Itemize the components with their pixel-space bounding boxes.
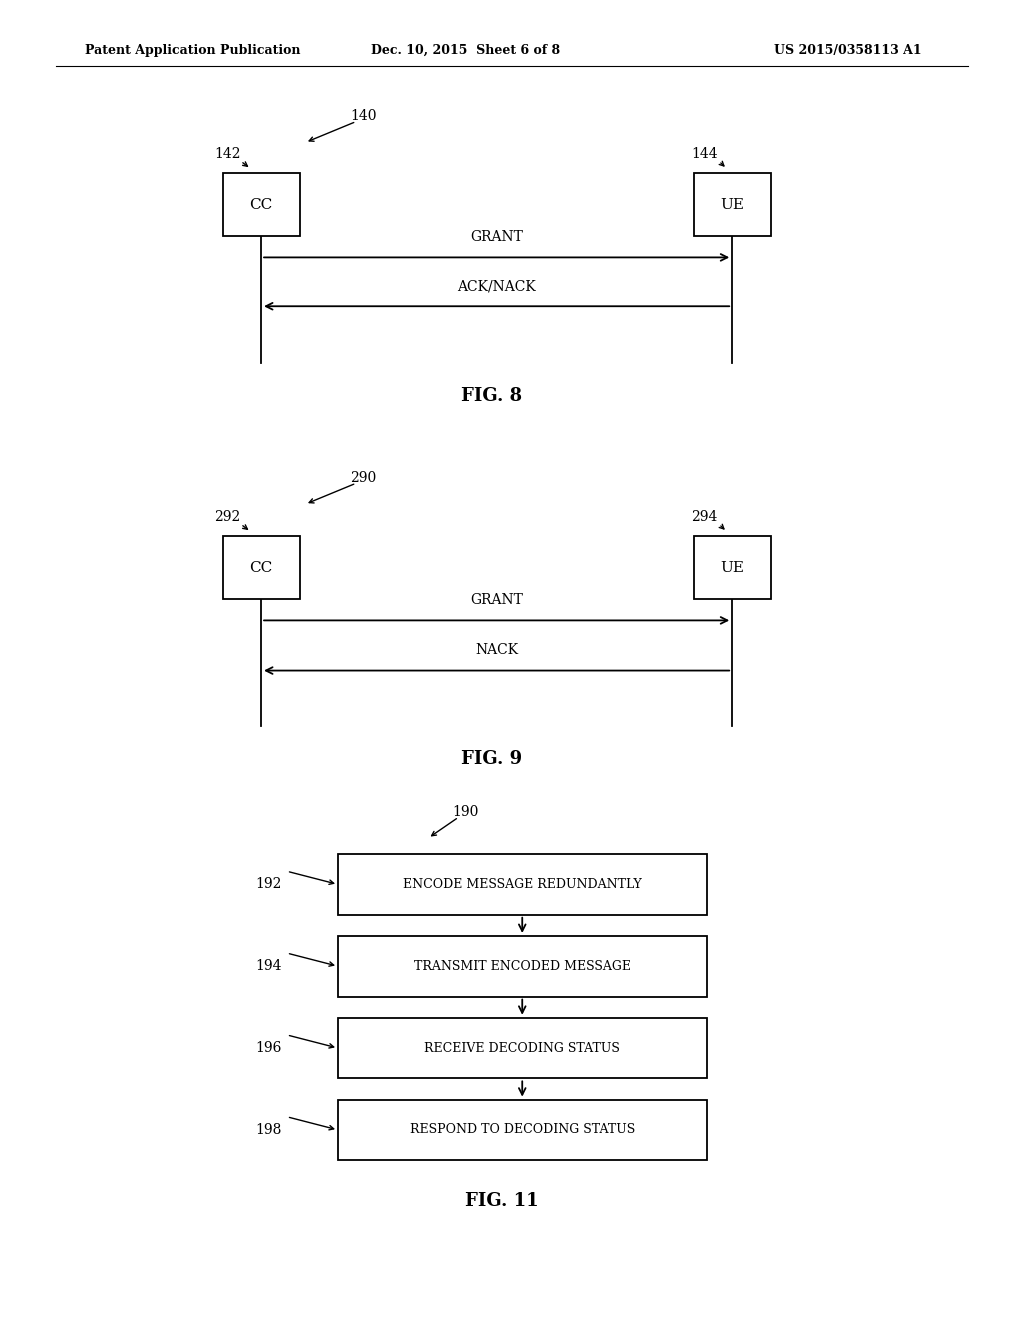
Text: RECEIVE DECODING STATUS: RECEIVE DECODING STATUS [424, 1041, 621, 1055]
Text: CC: CC [250, 198, 272, 211]
Text: 290: 290 [350, 471, 377, 484]
Text: FIG. 11: FIG. 11 [465, 1192, 539, 1210]
FancyBboxPatch shape [338, 854, 707, 915]
Text: 194: 194 [255, 960, 282, 973]
Text: TRANSMIT ENCODED MESSAGE: TRANSMIT ENCODED MESSAGE [414, 960, 631, 973]
Text: 292: 292 [214, 511, 241, 524]
Text: FIG. 8: FIG. 8 [461, 387, 522, 405]
Text: 196: 196 [255, 1041, 282, 1055]
Text: 192: 192 [255, 878, 282, 891]
Text: Dec. 10, 2015  Sheet 6 of 8: Dec. 10, 2015 Sheet 6 of 8 [372, 44, 560, 57]
FancyBboxPatch shape [223, 173, 299, 236]
Text: Patent Application Publication: Patent Application Publication [85, 44, 300, 57]
Text: 142: 142 [214, 148, 241, 161]
Text: 294: 294 [691, 511, 718, 524]
Text: GRANT: GRANT [470, 593, 523, 607]
Text: NACK: NACK [475, 643, 518, 657]
FancyBboxPatch shape [338, 1018, 707, 1078]
Text: ENCODE MESSAGE REDUNDANTLY: ENCODE MESSAGE REDUNDANTLY [402, 878, 642, 891]
Text: 190: 190 [453, 805, 479, 818]
Text: GRANT: GRANT [470, 230, 523, 244]
Text: 198: 198 [255, 1123, 282, 1137]
Text: 140: 140 [350, 110, 377, 123]
Text: ACK/NACK: ACK/NACK [458, 279, 536, 293]
FancyBboxPatch shape [223, 536, 299, 599]
FancyBboxPatch shape [694, 536, 770, 599]
Text: US 2015/0358113 A1: US 2015/0358113 A1 [774, 44, 922, 57]
FancyBboxPatch shape [338, 1100, 707, 1160]
Text: CC: CC [250, 561, 272, 574]
FancyBboxPatch shape [338, 936, 707, 997]
Text: UE: UE [720, 561, 744, 574]
FancyBboxPatch shape [694, 173, 770, 236]
Text: UE: UE [720, 198, 744, 211]
Text: RESPOND TO DECODING STATUS: RESPOND TO DECODING STATUS [410, 1123, 635, 1137]
Text: 144: 144 [691, 148, 718, 161]
Text: FIG. 9: FIG. 9 [461, 750, 522, 768]
